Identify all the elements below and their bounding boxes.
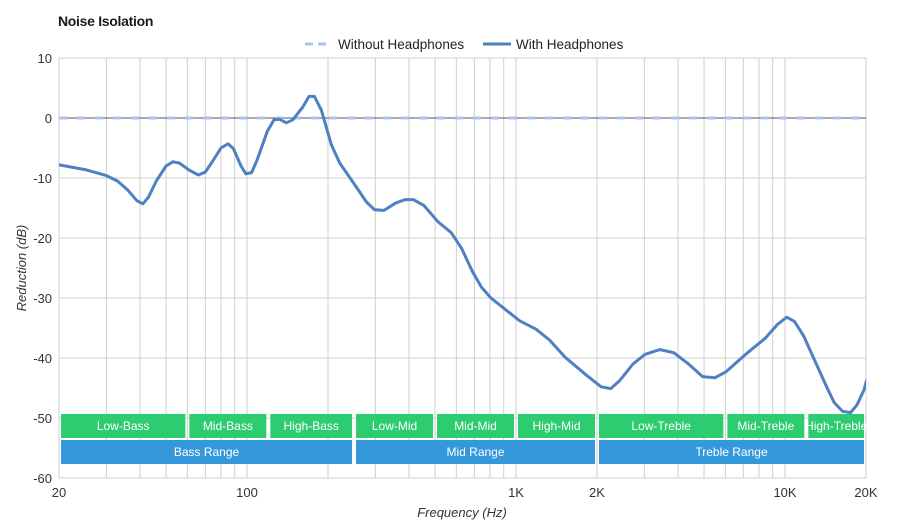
range-band-mid-range xyxy=(356,440,595,464)
band-label-mid-bass: Mid-Bass xyxy=(203,419,253,433)
range-band-bass-range xyxy=(61,440,353,464)
band-label-low-treble: Low-Treble xyxy=(631,419,691,433)
band-label-high-mid: High-Mid xyxy=(533,419,581,433)
band-low-mid xyxy=(356,414,434,438)
legend: Without Headphones With Headphones xyxy=(305,37,624,52)
x-tick-label: 1K xyxy=(508,485,524,500)
y-axis-title: Reduction (dB) xyxy=(14,225,29,312)
band-mid-treble xyxy=(727,414,805,438)
x-axis-title: Frequency (Hz) xyxy=(417,505,507,520)
band-label-low-mid: Low-Mid xyxy=(372,419,417,433)
x-tick-label: 20K xyxy=(854,485,877,500)
x-tick-label: 100 xyxy=(236,485,258,500)
x-tick-label: 2K xyxy=(589,485,605,500)
band-label-high-treble: High-Treble xyxy=(805,419,868,433)
band-low-treble xyxy=(599,414,724,438)
legend-label-without-headphones: Without Headphones xyxy=(338,37,464,52)
y-tick-label: -60 xyxy=(33,471,52,486)
y-tick-label: 0 xyxy=(45,111,52,126)
y-tick-label: -10 xyxy=(33,171,52,186)
range-band-label-bass-range: Bass Range xyxy=(174,445,240,459)
band-label-mid-treble: Mid-Treble xyxy=(737,419,794,433)
range-bands: Low-Bass Mid-Bass High-Bass Low-Mid Mid-Mid H… xyxy=(61,414,868,464)
band-label-mid-mid: Mid-Mid xyxy=(454,419,497,433)
band-mid-bass xyxy=(189,414,267,438)
legend-label-with-headphones: With Headphones xyxy=(516,37,624,52)
range-band-label-treble-range: Treble Range xyxy=(695,445,768,459)
band-high-bass xyxy=(270,414,353,438)
grid-layer xyxy=(58,57,867,479)
y-tick-label: 10 xyxy=(38,51,52,66)
band-low-bass xyxy=(61,414,186,438)
band-label-high-bass: High-Bass xyxy=(284,419,339,433)
chart-title: Noise Isolation xyxy=(58,13,154,29)
x-tick-label: 10K xyxy=(773,485,796,500)
band-mid-mid xyxy=(437,414,515,438)
band-label-low-bass: Low-Bass xyxy=(97,419,150,433)
y-tick-label: -20 xyxy=(33,231,52,246)
y-tick-label: -30 xyxy=(33,291,52,306)
band-high-treble xyxy=(808,414,864,438)
series-layer xyxy=(59,94,866,415)
range-band-label-mid-range: Mid Range xyxy=(447,445,505,459)
range-band-treble-range xyxy=(599,440,864,464)
series-line-with-headphones xyxy=(59,94,866,415)
band-high-mid xyxy=(518,414,595,438)
y-tick-label: -50 xyxy=(33,411,52,426)
x-tick-label: 20 xyxy=(52,485,66,500)
y-tick-label: -40 xyxy=(33,351,52,366)
